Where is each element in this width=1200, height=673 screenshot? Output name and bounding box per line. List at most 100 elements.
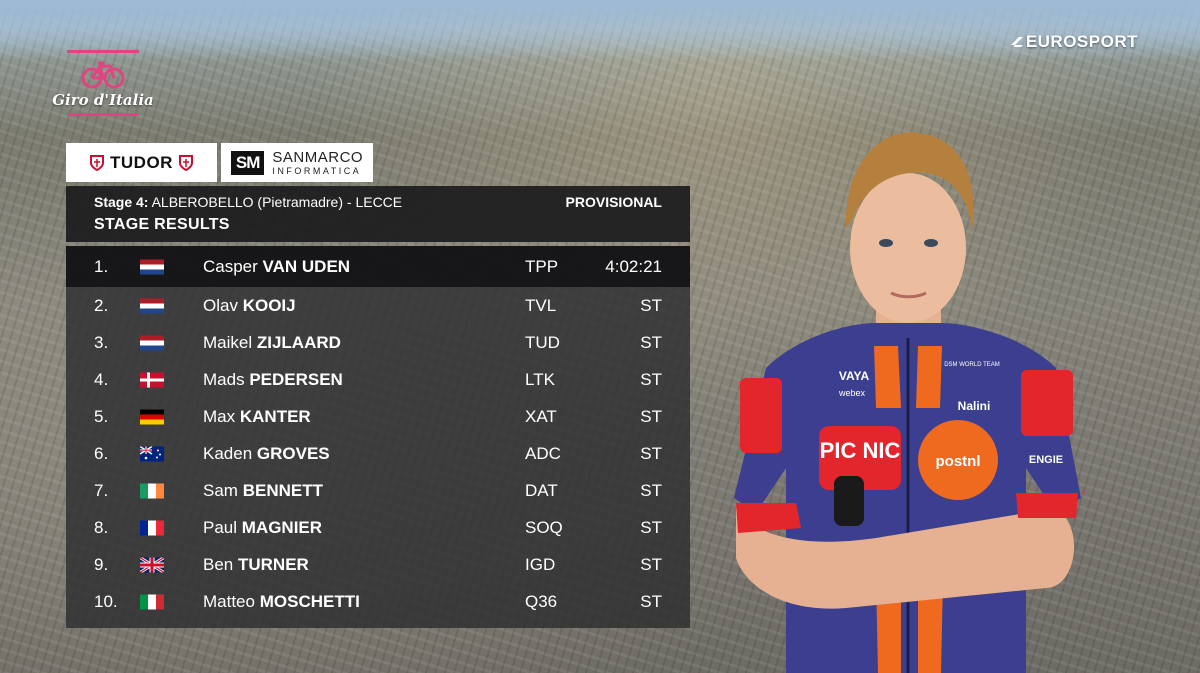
finish-time: ST <box>640 443 662 463</box>
jersey-webex-text: webex <box>838 388 866 398</box>
sponsor-sanmarco: SM SANMARCO INFORMATICA <box>221 143 373 182</box>
finish-time: ST <box>640 406 662 426</box>
rider-last-name: PEDERSEN <box>249 369 343 389</box>
shield-icon <box>178 154 193 171</box>
eurosport-text: EUROSPORT <box>1025 32 1138 51</box>
finish-time: ST <box>640 591 662 611</box>
finish-time: ST <box>640 332 662 352</box>
table-row: 2. Olav KOOIJ TVL ST <box>66 287 690 324</box>
rider-name: Sam BENNETT <box>203 481 323 501</box>
rider-last-name: ZIJLAARD <box>256 332 341 352</box>
rider-last-name: KOOIJ <box>242 295 296 315</box>
rider-first-name: Sam <box>203 480 238 500</box>
rider-last-name: MOSCHETTI <box>259 591 360 611</box>
team-code: IGD <box>525 554 556 574</box>
rider-first-name: Casper <box>203 256 258 276</box>
rider-first-name: Ben <box>203 554 234 574</box>
rider-name: Casper VAN UDEN <box>203 257 350 277</box>
position: 6. <box>94 443 109 463</box>
country-flag-icon <box>140 520 164 535</box>
finish-time: ST <box>640 554 662 574</box>
eurosport-logo: EUROSPORT <box>1010 32 1138 52</box>
team-code: XAT <box>525 406 557 426</box>
rider-name: Kaden GROVES <box>203 444 330 464</box>
sanmarco-line1: SANMARCO <box>272 148 364 166</box>
position: 5. <box>94 406 109 426</box>
results-table: 1. Casper VAN UDEN TPP 4:02:21 2. Olav KOOIJ T… <box>66 246 690 628</box>
table-row: 3. Maikel ZIJLAARD TUD ST <box>66 324 690 361</box>
position: 9. <box>94 554 109 574</box>
rider-last-name: GROVES <box>256 443 330 463</box>
rider-last-name: TURNER <box>237 554 309 574</box>
sanmarco-line2: INFORMATICA <box>272 165 362 176</box>
rider-first-name: Maikel <box>203 332 253 352</box>
country-flag-icon <box>140 259 164 274</box>
logo-top-bar <box>67 50 139 53</box>
rider-name: Mads PEDERSEN <box>203 370 343 390</box>
rider-name: Matteo MOSCHETTI <box>203 592 360 612</box>
position: 7. <box>94 480 109 500</box>
rider-last-name: KANTER <box>239 406 311 426</box>
jersey-postnl-text: postnl <box>936 453 981 470</box>
stage-info: Stage 4: ALBEROBELLO (Pietramadre) - LEC… <box>94 194 402 210</box>
table-row: 6. Kaden GROVES ADC ST <box>66 435 690 472</box>
rider-name: Ben TURNER <box>203 555 309 575</box>
rider-first-name: Paul <box>203 517 238 537</box>
rider-first-name: Kaden <box>203 443 253 463</box>
table-row: 7. Sam BENNETT DAT ST <box>66 472 690 509</box>
team-code: SOQ <box>525 517 563 537</box>
position: 3. <box>94 332 109 352</box>
giro-logo: Giro d'Italia <box>52 50 154 134</box>
finish-time: ST <box>640 295 662 315</box>
position: 2. <box>94 295 109 315</box>
rider-first-name: Mads <box>203 369 245 389</box>
team-code: TUD <box>525 332 560 352</box>
giro-logo-text: Giro d'Italia <box>52 91 154 109</box>
team-code: LTK <box>525 369 555 389</box>
country-flag-icon <box>140 409 164 424</box>
team-code: Q36 <box>525 591 558 611</box>
table-row: 9. Ben TURNER IGD ST <box>66 546 690 583</box>
rider-last-name: BENNETT <box>242 480 323 500</box>
country-flag-icon <box>140 557 164 572</box>
table-row: 4. Mads PEDERSEN LTK ST <box>66 361 690 398</box>
country-flag-icon <box>140 446 164 461</box>
country-flag-icon <box>140 335 164 350</box>
position: 10. <box>94 591 118 611</box>
team-code: ADC <box>525 443 561 463</box>
jersey-picnic-text: PIC NIC <box>820 438 901 463</box>
stage-label: Stage 4: <box>94 194 149 210</box>
finish-time: ST <box>640 369 662 389</box>
bicycle-icon <box>81 61 125 89</box>
results-title: STAGE RESULTS <box>94 216 230 233</box>
stage-line: Stage 4: ALBEROBELLO (Pietramadre) - LEC… <box>94 194 662 210</box>
team-code: TPP <box>525 256 559 276</box>
sanmarco-mark: SM <box>230 150 265 175</box>
position: 4. <box>94 369 109 389</box>
rider-name: Paul MAGNIER <box>203 518 322 538</box>
stage-route: ALBEROBELLO (Pietramadre) - LECCE <box>151 194 403 210</box>
sky-haze <box>0 0 1200 60</box>
finish-time: ST <box>640 480 662 500</box>
rider-name: Maikel ZIJLAARD <box>203 333 341 353</box>
rider-name: Olav KOOIJ <box>203 296 296 316</box>
status-badge: PROVISIONAL <box>565 194 662 210</box>
sponsor-tudor-text: TUDOR <box>110 152 173 172</box>
rider-name: Max KANTER <box>203 407 311 427</box>
position: 8. <box>94 517 109 537</box>
finish-time: ST <box>640 517 662 537</box>
rider-last-name: VAN UDEN <box>262 256 351 276</box>
logo-bottom-bar <box>67 113 139 116</box>
team-code: TVL <box>525 295 557 315</box>
results-header: Stage 4: ALBEROBELLO (Pietramadre) - LEC… <box>66 186 690 242</box>
table-row: 1. Casper VAN UDEN TPP 4:02:21 <box>66 246 690 287</box>
finish-time: 4:02:21 <box>605 256 662 276</box>
rider-first-name: Olav <box>203 295 238 315</box>
country-flag-icon <box>140 594 164 609</box>
table-row: 5. Max KANTER XAT ST <box>66 398 690 435</box>
sponsor-tudor: TUDOR <box>66 143 217 182</box>
country-flag-icon <box>140 372 164 387</box>
shield-icon <box>90 154 105 171</box>
sanmarco-wordmark: SANMARCO INFORMATICA <box>272 150 363 176</box>
rider-portrait: PIC NIC postnl VAYA webex Nalini ENGIE D… <box>734 132 1081 673</box>
